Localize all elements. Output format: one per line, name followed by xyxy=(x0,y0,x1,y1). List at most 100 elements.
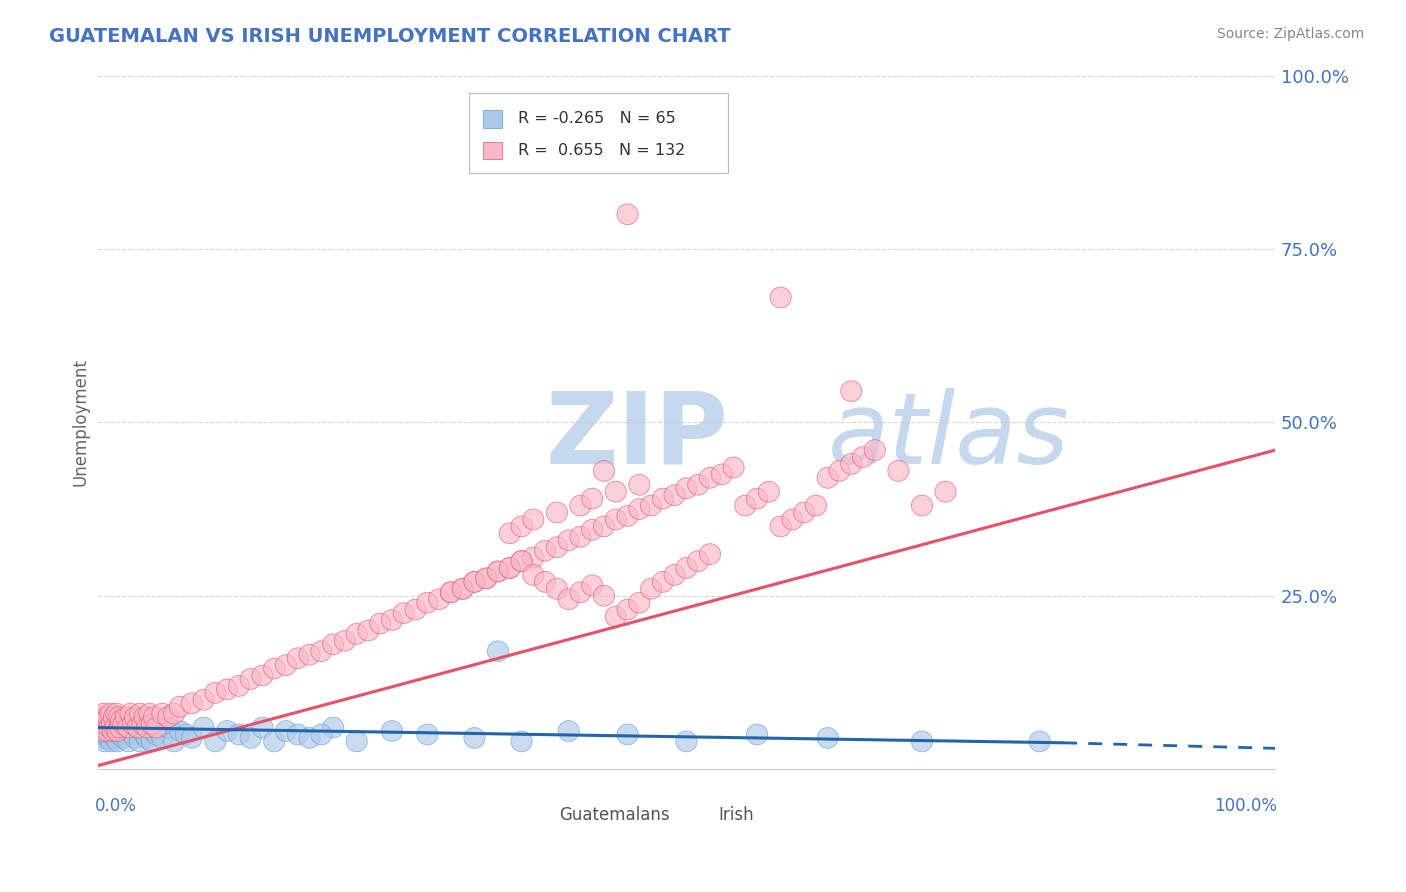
Ellipse shape xyxy=(103,724,124,745)
Ellipse shape xyxy=(523,509,544,530)
Ellipse shape xyxy=(628,475,650,495)
Ellipse shape xyxy=(887,460,910,482)
Ellipse shape xyxy=(104,728,127,748)
Ellipse shape xyxy=(103,721,124,741)
Ellipse shape xyxy=(299,644,321,665)
Ellipse shape xyxy=(841,381,862,401)
Ellipse shape xyxy=(499,523,520,544)
Ellipse shape xyxy=(176,724,197,745)
Ellipse shape xyxy=(141,731,162,752)
Ellipse shape xyxy=(830,460,851,482)
Ellipse shape xyxy=(865,440,886,460)
Ellipse shape xyxy=(582,575,603,596)
Ellipse shape xyxy=(464,728,485,748)
Ellipse shape xyxy=(122,714,143,734)
Ellipse shape xyxy=(112,728,134,748)
Ellipse shape xyxy=(97,706,118,728)
Ellipse shape xyxy=(97,724,118,745)
Ellipse shape xyxy=(311,640,332,662)
Ellipse shape xyxy=(118,717,139,738)
Ellipse shape xyxy=(101,731,122,752)
Ellipse shape xyxy=(217,679,238,700)
Ellipse shape xyxy=(499,558,520,578)
Ellipse shape xyxy=(569,582,591,603)
Text: Irish: Irish xyxy=(718,806,754,824)
Ellipse shape xyxy=(370,613,391,634)
Ellipse shape xyxy=(510,550,531,572)
Ellipse shape xyxy=(488,561,509,582)
Ellipse shape xyxy=(276,655,297,675)
Ellipse shape xyxy=(747,724,768,745)
Ellipse shape xyxy=(747,488,768,509)
Ellipse shape xyxy=(841,453,862,475)
Ellipse shape xyxy=(322,634,343,655)
Ellipse shape xyxy=(134,706,155,728)
Ellipse shape xyxy=(115,717,136,738)
Ellipse shape xyxy=(193,717,214,738)
Ellipse shape xyxy=(582,519,603,541)
Ellipse shape xyxy=(346,624,367,644)
Ellipse shape xyxy=(127,717,148,738)
Ellipse shape xyxy=(96,714,117,734)
Ellipse shape xyxy=(593,516,614,537)
Ellipse shape xyxy=(440,582,461,603)
Ellipse shape xyxy=(252,665,273,686)
Ellipse shape xyxy=(111,721,132,741)
Ellipse shape xyxy=(152,728,173,748)
Ellipse shape xyxy=(488,561,509,582)
Ellipse shape xyxy=(240,728,262,748)
Ellipse shape xyxy=(205,682,226,703)
Ellipse shape xyxy=(699,467,720,488)
Ellipse shape xyxy=(806,495,827,516)
Ellipse shape xyxy=(464,572,485,592)
Ellipse shape xyxy=(108,706,129,728)
Ellipse shape xyxy=(98,717,120,738)
Ellipse shape xyxy=(93,721,114,741)
Ellipse shape xyxy=(157,706,179,728)
Ellipse shape xyxy=(676,478,697,499)
Ellipse shape xyxy=(569,526,591,547)
Ellipse shape xyxy=(676,558,697,578)
Ellipse shape xyxy=(782,509,803,530)
Ellipse shape xyxy=(127,717,148,738)
Ellipse shape xyxy=(523,547,544,568)
FancyBboxPatch shape xyxy=(681,807,710,822)
Ellipse shape xyxy=(115,706,136,728)
Ellipse shape xyxy=(628,592,650,613)
Ellipse shape xyxy=(240,669,262,690)
Ellipse shape xyxy=(101,714,122,734)
Ellipse shape xyxy=(163,703,184,724)
Ellipse shape xyxy=(299,728,321,748)
FancyBboxPatch shape xyxy=(482,110,502,128)
Ellipse shape xyxy=(464,572,485,592)
Ellipse shape xyxy=(394,603,415,624)
Ellipse shape xyxy=(628,499,650,519)
Ellipse shape xyxy=(125,728,146,748)
Ellipse shape xyxy=(852,447,873,467)
Ellipse shape xyxy=(90,717,111,738)
Ellipse shape xyxy=(136,717,157,738)
Ellipse shape xyxy=(169,697,191,717)
Ellipse shape xyxy=(381,721,402,741)
Ellipse shape xyxy=(104,717,127,738)
Ellipse shape xyxy=(193,690,214,710)
Ellipse shape xyxy=(104,706,125,728)
Ellipse shape xyxy=(617,506,638,526)
Ellipse shape xyxy=(112,714,134,734)
Ellipse shape xyxy=(664,565,685,585)
Ellipse shape xyxy=(711,464,733,484)
Ellipse shape xyxy=(146,717,167,738)
Ellipse shape xyxy=(416,592,437,613)
Ellipse shape xyxy=(146,724,167,745)
Ellipse shape xyxy=(111,710,132,731)
Ellipse shape xyxy=(346,731,367,752)
Ellipse shape xyxy=(311,724,332,745)
Ellipse shape xyxy=(817,467,838,488)
Ellipse shape xyxy=(652,572,673,592)
Ellipse shape xyxy=(617,724,638,745)
Ellipse shape xyxy=(1029,731,1050,752)
Ellipse shape xyxy=(132,714,153,734)
Ellipse shape xyxy=(91,721,112,741)
Ellipse shape xyxy=(287,724,308,745)
Ellipse shape xyxy=(252,717,273,738)
